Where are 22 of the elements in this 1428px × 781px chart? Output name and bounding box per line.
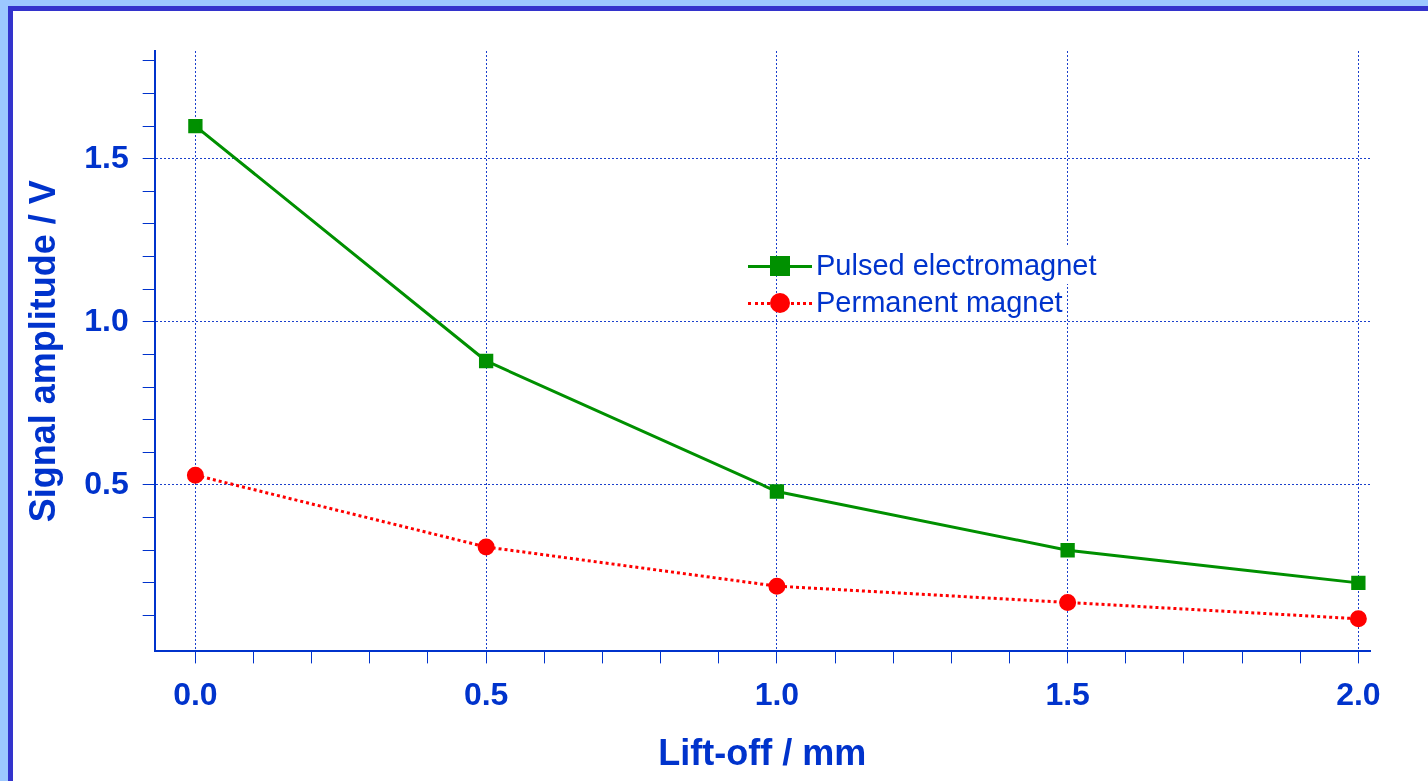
y-tick-label: 1.5: [84, 138, 129, 175]
point: [478, 353, 494, 369]
point: [186, 466, 204, 484]
x-tick-label: 0.0: [173, 676, 218, 713]
x-axis-title: Lift-off / mm: [658, 732, 867, 774]
x-tick-label: 1.0: [754, 676, 800, 713]
point: [1349, 610, 1367, 628]
point: [1351, 575, 1366, 591]
point: [768, 577, 786, 595]
point: [1059, 593, 1077, 611]
legend-label: Pulsed electromagnet: [816, 247, 1097, 284]
legend-label: Permanent magnet: [816, 284, 1063, 321]
x-tick-label: 1.5: [1045, 676, 1090, 713]
point: [188, 118, 203, 134]
x-tick-label: 0.5: [463, 676, 509, 713]
point: [477, 538, 495, 556]
x-tick-label: 2.0: [1336, 676, 1381, 713]
point: [1060, 543, 1075, 558]
point: [769, 484, 785, 499]
y-tick-label: 1.0: [84, 301, 129, 338]
y-axis-title: Signal amplitude / V: [21, 180, 63, 523]
y-tick-label: 0.5: [84, 464, 129, 501]
